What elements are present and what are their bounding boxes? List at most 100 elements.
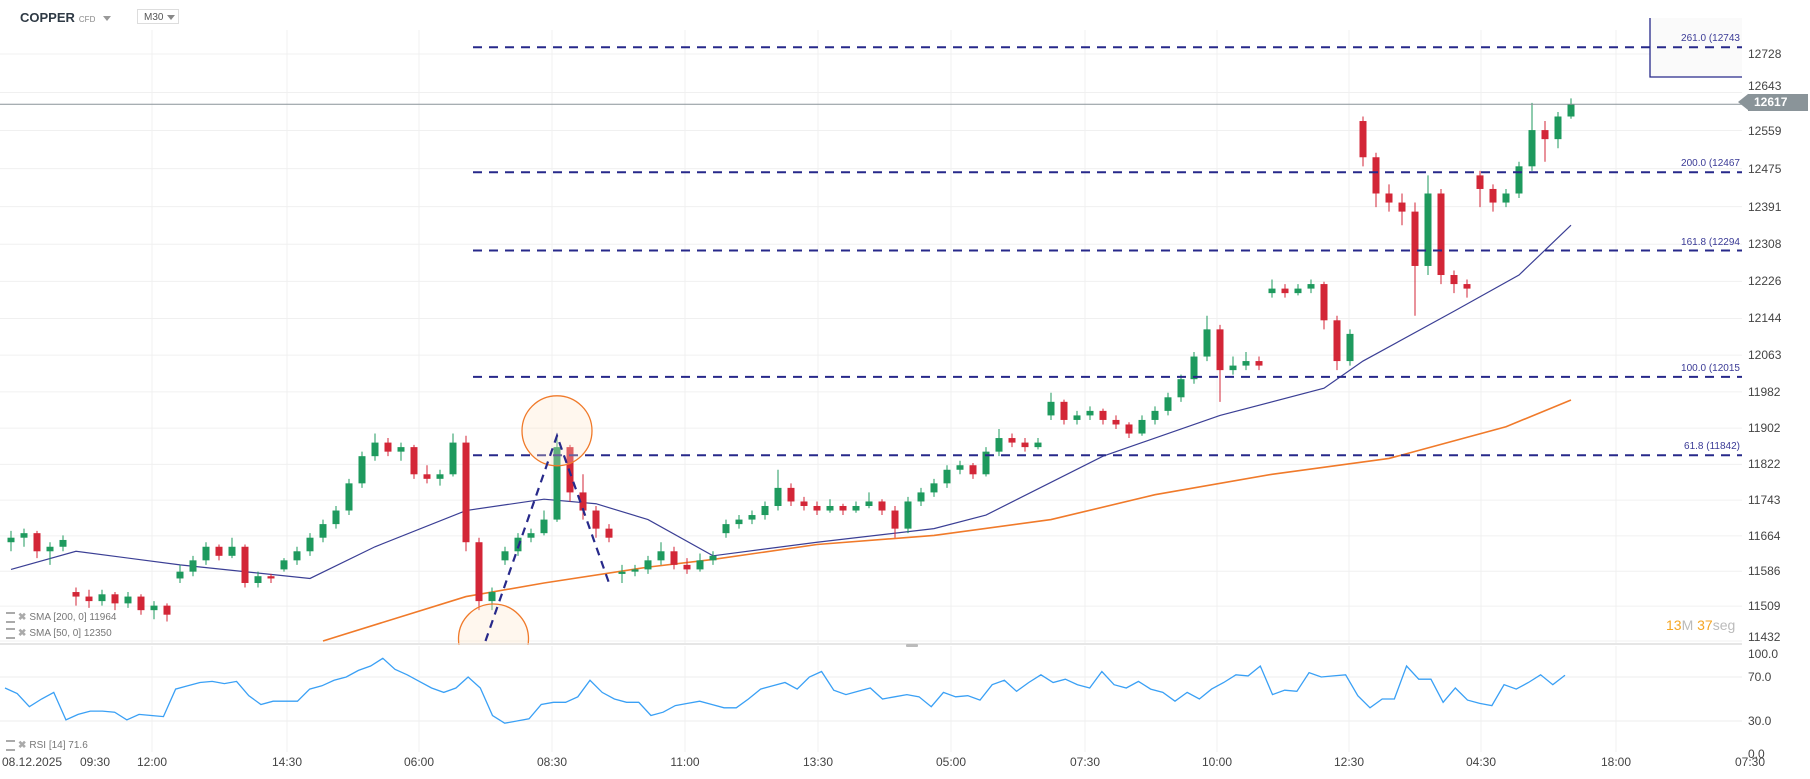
candle-body xyxy=(501,551,509,561)
price-tick-label: 11664 xyxy=(1748,528,1781,543)
sma200-line xyxy=(322,399,1572,642)
candle-body xyxy=(1502,193,1510,203)
candle-body xyxy=(852,505,860,511)
rsi-pane-background xyxy=(0,645,1742,752)
legend-sma200-text: SMA [200, 0] 11964 xyxy=(29,612,117,624)
candle-body xyxy=(878,501,886,511)
fib-level-label: 100.0 (12015 xyxy=(1681,362,1740,374)
timeframe-dropdown[interactable]: M30 xyxy=(137,9,179,24)
symbol-type: CFD xyxy=(78,15,96,24)
candle-body xyxy=(1307,284,1315,289)
candle-body xyxy=(449,442,457,475)
pane-resize-handle[interactable] xyxy=(906,644,918,647)
candle-body xyxy=(358,456,366,484)
countdown-seconds-unit: seg xyxy=(1712,617,1736,633)
candle-body xyxy=(436,474,444,479)
legend-rsi-text: RSI [14] 71.6 xyxy=(29,740,88,752)
candle-body xyxy=(527,533,535,538)
candle-body xyxy=(1489,188,1497,203)
candle-body xyxy=(826,505,834,511)
rsi-tick-label: 0.0 xyxy=(1748,747,1765,761)
countdown-seconds: 37 xyxy=(1697,617,1713,633)
candle-body xyxy=(462,442,470,543)
candle-body xyxy=(1034,442,1042,448)
candle-body xyxy=(553,447,561,520)
candle-body xyxy=(384,442,392,452)
close-icon[interactable]: ✖ xyxy=(18,740,27,752)
candle-body xyxy=(696,560,704,570)
candle-body xyxy=(774,487,782,506)
price-tick-label: 11902 xyxy=(1748,421,1781,436)
candle-body xyxy=(124,596,132,604)
candle-body xyxy=(1086,410,1094,416)
candle-body xyxy=(1515,166,1523,194)
candle-body xyxy=(215,546,223,556)
candle-body xyxy=(150,605,158,611)
close-icon[interactable]: ✖ xyxy=(18,628,27,640)
time-tick-label: 18:00 xyxy=(1600,755,1632,769)
candle-body xyxy=(306,537,314,552)
menu-icon[interactable] xyxy=(6,628,15,639)
price-tick-label: 12308 xyxy=(1748,237,1782,252)
price-tick-label: 12226 xyxy=(1748,274,1782,289)
symbol-name: COPPER xyxy=(20,10,75,25)
candle-body xyxy=(1138,419,1146,434)
candle-body xyxy=(761,505,769,516)
candle-body xyxy=(1411,211,1419,266)
candle-body xyxy=(72,592,80,597)
legend-sma200: ✖ SMA [200, 0] 11964 xyxy=(6,612,117,623)
highlight-circle-high xyxy=(521,395,593,467)
candle-body xyxy=(735,519,743,525)
price-tick-label: 12728 xyxy=(1748,47,1782,61)
symbol-selector[interactable]: COPPER CFD xyxy=(20,10,112,25)
candle-body xyxy=(1528,130,1536,167)
candle-body xyxy=(228,546,236,556)
rsi-tick-label: 30.0 xyxy=(1748,714,1772,728)
candle-body xyxy=(319,524,327,538)
price-tick-label: 12475 xyxy=(1748,161,1782,176)
candle-body xyxy=(865,501,873,506)
candle-body xyxy=(423,474,431,479)
candle-body xyxy=(46,546,54,552)
time-tick-label: 12:00 xyxy=(136,755,168,769)
candle-body xyxy=(904,501,912,529)
legend-rsi: ✖ RSI [14] 71.6 xyxy=(6,740,88,751)
candle-body xyxy=(592,510,600,529)
candle-body xyxy=(722,524,730,534)
candle-body xyxy=(1567,104,1575,117)
countdown-minutes: 13 xyxy=(1666,617,1682,633)
candle-body xyxy=(20,533,28,538)
candle-body xyxy=(280,560,288,570)
candle-body xyxy=(1424,193,1432,266)
candle-body xyxy=(410,447,418,475)
menu-icon[interactable] xyxy=(6,612,15,623)
candle-body xyxy=(345,483,353,511)
fib-level-label: 200.0 (12467 xyxy=(1681,158,1740,170)
candle-body xyxy=(813,505,821,511)
time-tick-label: 07:30 xyxy=(1734,755,1766,769)
fib-level-label: 161.8 (12294 xyxy=(1681,236,1740,248)
candle-body xyxy=(1554,116,1562,140)
candle-body xyxy=(930,483,938,493)
candle-body xyxy=(579,492,587,511)
candle-body xyxy=(618,571,626,574)
menu-icon[interactable] xyxy=(6,740,15,751)
candle-body xyxy=(995,438,1003,452)
candle-body xyxy=(1047,401,1055,416)
candle-body xyxy=(1541,130,1549,140)
chevron-down-icon xyxy=(167,14,176,20)
candle-body xyxy=(1320,284,1328,321)
price-tick-label: 11982 xyxy=(1748,384,1781,399)
candle-body xyxy=(163,605,171,615)
price-tick-label: 12559 xyxy=(1748,123,1782,138)
candle-body xyxy=(1073,415,1081,420)
time-tick-label: 09:30 xyxy=(79,755,111,769)
candle-body xyxy=(1450,275,1458,285)
close-icon[interactable]: ✖ xyxy=(18,612,27,624)
candle-body xyxy=(1190,356,1198,380)
candle-body xyxy=(1060,401,1068,420)
candle-body xyxy=(1099,410,1107,420)
price-tick-label: 12391 xyxy=(1748,199,1782,214)
candle-body xyxy=(254,576,262,583)
